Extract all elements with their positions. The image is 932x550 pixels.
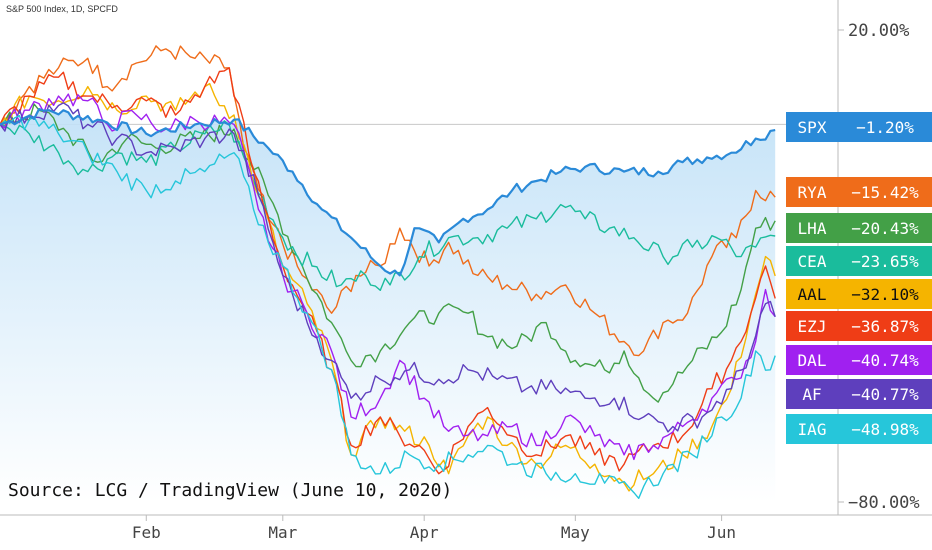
series-value-box (838, 279, 932, 309)
series-value-label: −20.43% (851, 219, 919, 238)
series-name-label: AF (802, 385, 821, 404)
value-label-aal: AAL −32.10% (786, 279, 932, 309)
series-value-box (838, 246, 932, 276)
series-name-box (786, 177, 838, 207)
y-tick-label: 20.00% (848, 21, 909, 41)
series-line-af (0, 102, 776, 433)
series-value-box (838, 213, 932, 243)
value-label-ezj: EZJ −36.87% (786, 311, 932, 341)
series-name-label: DAL (798, 351, 827, 370)
value-label-iag: IAG −48.98% (786, 414, 932, 444)
series-lines-layer (0, 45, 776, 499)
series-value-label: −23.65% (851, 252, 919, 271)
series-name-label: IAG (798, 420, 827, 439)
value-label-spx: SPX −1.20% (786, 112, 932, 142)
x-tick-label: Apr (410, 523, 439, 542)
series-name-box (786, 311, 838, 341)
series-value-box (838, 177, 932, 207)
series-name-label: LHA (798, 219, 827, 238)
series-name-box (786, 345, 838, 375)
x-tick-label: Feb (132, 523, 161, 542)
value-label-cea: CEA −23.65% (786, 246, 932, 276)
series-line-iag (0, 115, 776, 499)
series-name-label: AAL (798, 285, 827, 304)
series-name-label: SPX (798, 118, 827, 137)
series-name-label: CEA (798, 252, 827, 271)
value-label-lha: LHA −20.43% (786, 213, 932, 243)
series-value-label: −48.98% (851, 420, 919, 439)
value-label-af: AF −40.77% (786, 379, 932, 409)
series-name-box (786, 414, 838, 444)
series-value-box (838, 311, 932, 341)
series-name-box (786, 213, 838, 243)
value-label-rya: RYA −15.42% (786, 177, 932, 207)
x-tick-label: Mar (268, 523, 297, 542)
chart-header: S&P 500 Index, 1D, SPCFD (6, 4, 118, 14)
series-name-label: EZJ (798, 317, 827, 336)
value-labels-layer: SPX −1.20% RYA −15.42% LHA −20.43% CEA −23.65% A… (786, 112, 932, 444)
series-value-label: −40.77% (851, 385, 919, 404)
series-value-label: −40.74% (851, 351, 919, 370)
x-tick-label: May (561, 523, 590, 542)
spx-area-layer (0, 109, 776, 502)
series-name-box (786, 246, 838, 276)
series-value-label: −15.42% (851, 183, 919, 202)
series-value-label: −32.10% (851, 285, 919, 304)
series-line-rya (0, 45, 776, 357)
series-value-label: −36.87% (851, 317, 919, 336)
series-name-box (786, 379, 838, 409)
series-line-dal (0, 93, 776, 461)
series-name-label: RYA (798, 183, 827, 202)
series-value-box (838, 379, 932, 409)
y-tick-label: −80.00% (848, 493, 920, 513)
series-line-spx (0, 108, 776, 277)
x-tick-label: Jun (707, 523, 736, 542)
series-line-cea (0, 120, 776, 291)
series-name-box (786, 112, 838, 142)
series-value-box (838, 345, 932, 375)
series-value-label: −1.20% (856, 118, 914, 137)
series-line-lha (0, 103, 776, 403)
source-caption: Source: LCG / TradingView (June 10, 2020… (8, 480, 452, 501)
series-value-box (838, 414, 932, 444)
spx-area-fill (0, 109, 776, 502)
series-value-box (838, 112, 932, 142)
value-label-dal: DAL −40.74% (786, 345, 932, 375)
series-name-box (786, 279, 838, 309)
